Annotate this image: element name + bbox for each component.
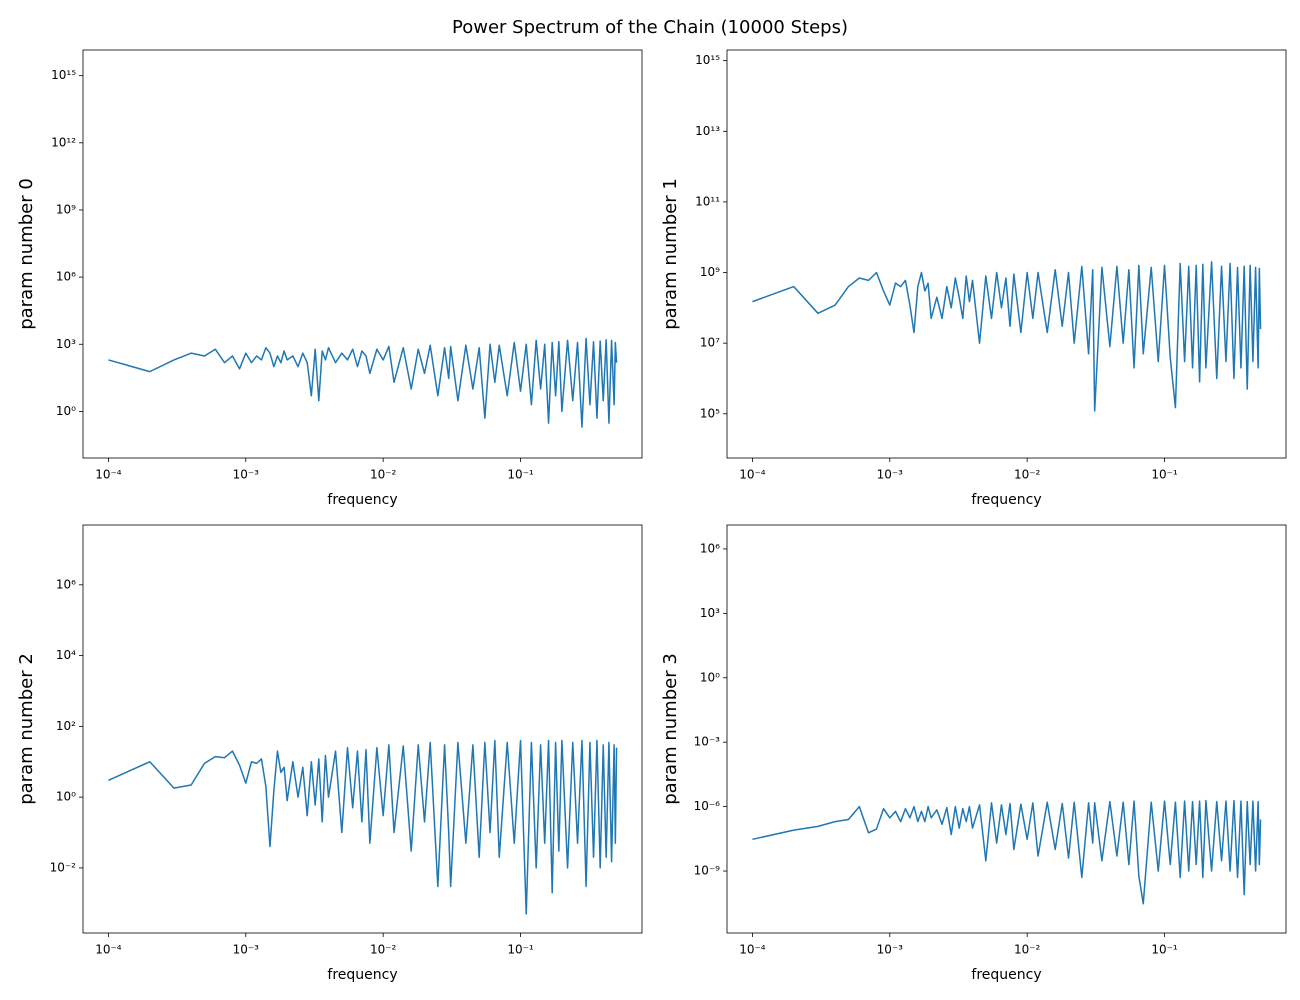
data-line [108, 337, 618, 428]
data-line [752, 799, 1262, 905]
data-line [752, 261, 1262, 412]
x-tick-label: 10⁻³ [877, 468, 904, 482]
y-tick-label: 10³ [56, 337, 76, 351]
x-axis-label: frequency [971, 492, 1041, 508]
y-tick-label: 10³ [700, 606, 720, 620]
y-axis-label: param number 0 [16, 178, 37, 330]
figure-title: Power Spectrum of the Chain (10000 Steps… [452, 17, 848, 38]
y-tick-label: 10¹³ [695, 124, 720, 138]
x-tick-label: 10⁻¹ [1151, 943, 1178, 957]
y-tick-label: 10² [56, 719, 76, 733]
y-tick-label: 10⁻³ [694, 735, 721, 749]
y-tick-label: 10⁹ [700, 265, 720, 279]
y-tick-label: 10⁻⁶ [694, 799, 721, 813]
x-tick-label: 10⁻¹ [1151, 468, 1178, 482]
y-tick-label: 10⁻² [50, 860, 77, 874]
y-tick-label: 10⁶ [700, 541, 720, 555]
y-tick-label: 10⁴ [56, 648, 76, 662]
y-tick-label: 10¹⁵ [695, 53, 720, 67]
x-tick-label: 10⁻³ [233, 468, 260, 482]
x-tick-label: 10⁻⁴ [95, 943, 122, 957]
y-tick-label: 10⁶ [56, 270, 76, 284]
y-tick-label: 10⁵ [700, 406, 720, 420]
axes-frame [726, 524, 1287, 934]
x-axis-label: frequency [971, 967, 1041, 983]
x-axis-label: frequency [327, 492, 397, 508]
y-tick-label: 10⁰ [700, 670, 720, 684]
x-tick-label: 10⁻² [1014, 943, 1041, 957]
y-axis-label: param number 1 [660, 178, 681, 330]
axes-frame [82, 524, 643, 934]
x-tick-label: 10⁻⁴ [739, 943, 766, 957]
x-tick-label: 10⁻¹ [507, 943, 534, 957]
y-tick-label: 10⁰ [56, 404, 76, 418]
y-tick-label: 10⁶ [56, 577, 76, 591]
y-axis-label: param number 3 [660, 653, 681, 805]
y-tick-label: 10¹¹ [695, 194, 720, 208]
x-tick-label: 10⁻² [1014, 468, 1041, 482]
x-axis-label: frequency [327, 967, 397, 983]
y-tick-label: 10⁰ [56, 790, 76, 804]
x-tick-label: 10⁻² [370, 468, 397, 482]
y-tick-label: 10⁻⁹ [694, 864, 721, 878]
x-tick-label: 10⁻³ [877, 943, 904, 957]
y-axis-label: param number 2 [16, 653, 37, 805]
x-tick-label: 10⁻⁴ [739, 468, 766, 482]
axes-frame [82, 49, 643, 459]
y-tick-label: 10⁹ [56, 202, 76, 216]
x-tick-label: 10⁻³ [233, 943, 260, 957]
y-tick-label: 10¹⁵ [51, 68, 76, 82]
x-tick-label: 10⁻⁴ [95, 468, 122, 482]
y-tick-label: 10⁷ [700, 336, 720, 350]
y-tick-label: 10¹² [51, 135, 76, 149]
data-line [108, 739, 618, 915]
x-tick-label: 10⁻² [370, 943, 397, 957]
axes-frame [726, 49, 1287, 459]
x-tick-label: 10⁻¹ [507, 468, 534, 482]
